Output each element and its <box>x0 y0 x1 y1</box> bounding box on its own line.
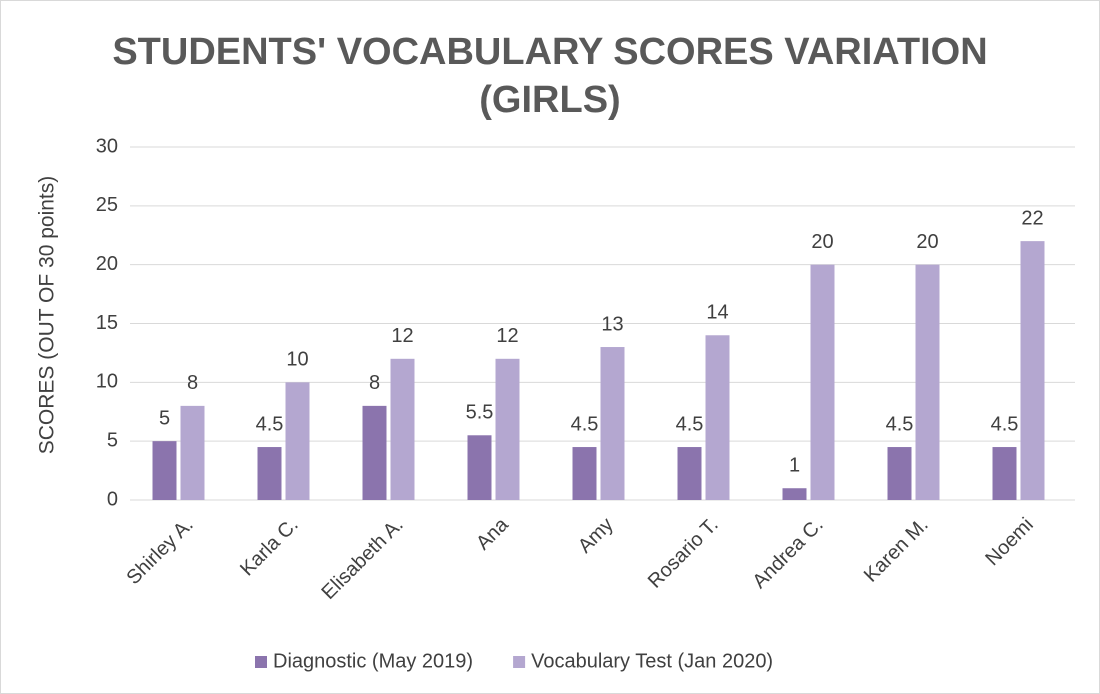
bar <box>362 405 387 500</box>
data-label: 12 <box>391 325 413 347</box>
data-label: 12 <box>496 325 518 347</box>
bar <box>782 488 807 500</box>
bar <box>285 382 310 500</box>
y-tick-label: 15 <box>96 312 118 334</box>
data-label: 20 <box>811 231 833 253</box>
data-label: 5 <box>159 407 170 429</box>
data-label: 4.5 <box>256 413 284 435</box>
bar <box>600 347 625 500</box>
data-label: 8 <box>369 372 380 394</box>
bar <box>992 447 1017 500</box>
bar <box>705 335 730 500</box>
bar <box>677 447 702 500</box>
data-label: 5.5 <box>466 402 494 424</box>
bar <box>915 264 940 500</box>
y-tick-label: 0 <box>107 488 118 510</box>
data-label: 4.5 <box>676 413 704 435</box>
legend-swatch <box>513 656 526 668</box>
legend-swatch <box>255 656 267 668</box>
bar <box>1020 241 1045 500</box>
y-tick-label: 5 <box>107 429 118 451</box>
bar <box>572 447 597 500</box>
bar <box>180 405 205 500</box>
data-label: 22 <box>1021 207 1043 229</box>
data-label: 8 <box>187 372 198 394</box>
y-tick-label: 30 <box>96 135 118 157</box>
data-label: 4.5 <box>886 413 914 435</box>
data-label: 10 <box>286 349 308 371</box>
data-label: 20 <box>916 231 938 253</box>
bar <box>810 264 835 500</box>
data-label: 1 <box>789 455 800 477</box>
data-label: 4.5 <box>991 413 1019 435</box>
bar <box>467 435 492 500</box>
data-label: 4.5 <box>571 413 599 435</box>
bar <box>152 441 177 500</box>
bar <box>495 358 520 500</box>
bar <box>390 358 415 500</box>
data-label: 13 <box>601 313 623 335</box>
y-tick-label: 25 <box>96 194 118 216</box>
legend-label: Vocabulary Test (Jan 2020) <box>531 650 773 672</box>
y-tick-label: 20 <box>96 253 118 275</box>
y-tick-label: 10 <box>96 371 118 393</box>
bar <box>887 447 912 500</box>
y-axis-label: SCORES (OUT OF 30 points) <box>36 176 59 455</box>
chart-title: STUDENTS' VOCABULARY SCORES VARIATION (G… <box>112 31 988 121</box>
bar <box>257 447 282 500</box>
data-label: 14 <box>706 302 728 324</box>
legend-label: Diagnostic (May 2019) <box>273 650 473 672</box>
